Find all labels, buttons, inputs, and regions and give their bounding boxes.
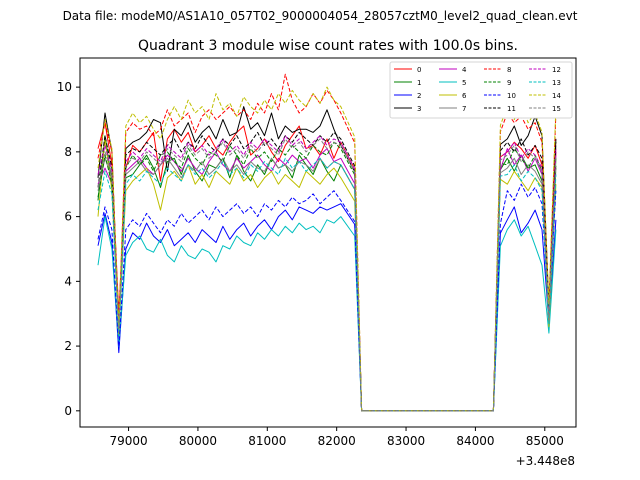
legend-label-4: 4 [462, 66, 467, 74]
legend-label-14: 14 [552, 92, 561, 100]
legend-label-1: 1 [417, 79, 421, 87]
axes-frame [79, 57, 577, 428]
legend-label-3: 3 [417, 105, 421, 113]
x-tick-label: 84000 [456, 434, 494, 448]
x-tick-label: 80000 [179, 434, 217, 448]
y-tick-label: 6 [64, 210, 72, 224]
x-axis: 79000 80000 81000 82000 83000 84000 85000 [109, 427, 564, 448]
legend-label-7: 7 [462, 105, 466, 113]
y-tick-label: 0 [64, 404, 72, 418]
legend-label-12: 12 [552, 66, 561, 74]
y-tick-label: 2 [64, 339, 72, 353]
x-tick-label: 83000 [387, 434, 425, 448]
series-line-14 [97, 86, 557, 412]
data-file-suptitle: Data file: modeM0/AS1A10_057T02_90000040… [63, 9, 578, 23]
series-line-2 [97, 203, 557, 412]
x-tick-label: 79000 [109, 434, 147, 448]
series-line-6 [97, 138, 557, 412]
series-line-5 [97, 216, 557, 412]
series-line-15 [97, 138, 557, 412]
y-axis: 0 2 4 6 8 10 [57, 80, 80, 418]
series-line-1 [97, 135, 557, 412]
legend-label-5: 5 [462, 79, 466, 87]
chart-title: Quadrant 3 module wise count rates with … [138, 38, 518, 54]
y-tick-label: 10 [57, 80, 72, 94]
series-line-10 [97, 183, 557, 412]
legend-label-8: 8 [507, 66, 511, 74]
legend-label-15: 15 [552, 105, 561, 113]
series-line-13 [97, 157, 557, 412]
legend-label-0: 0 [417, 66, 421, 74]
series-line-3 [97, 106, 557, 412]
legend-box [389, 61, 573, 119]
series-line-8 [97, 73, 557, 412]
x-tick-label: 82000 [318, 434, 356, 448]
legend-label-6: 6 [462, 92, 467, 100]
legend-label-13: 13 [552, 79, 561, 87]
legend-label-2: 2 [417, 92, 421, 100]
legend-label-11: 11 [507, 105, 516, 113]
y-tick-label: 4 [64, 274, 72, 288]
series-line-7 [97, 157, 557, 412]
legend-label-10: 10 [507, 92, 516, 100]
legend-label-9: 9 [507, 79, 511, 87]
x-tick-label: 81000 [248, 434, 286, 448]
series-line-9 [97, 141, 557, 412]
plot-area [97, 73, 557, 412]
x-offset-label: +3.448e8 [516, 454, 575, 468]
series-line-4 [97, 148, 557, 412]
series-line-12 [97, 135, 557, 412]
x-tick-label: 85000 [526, 434, 564, 448]
y-tick-label: 8 [64, 145, 72, 159]
